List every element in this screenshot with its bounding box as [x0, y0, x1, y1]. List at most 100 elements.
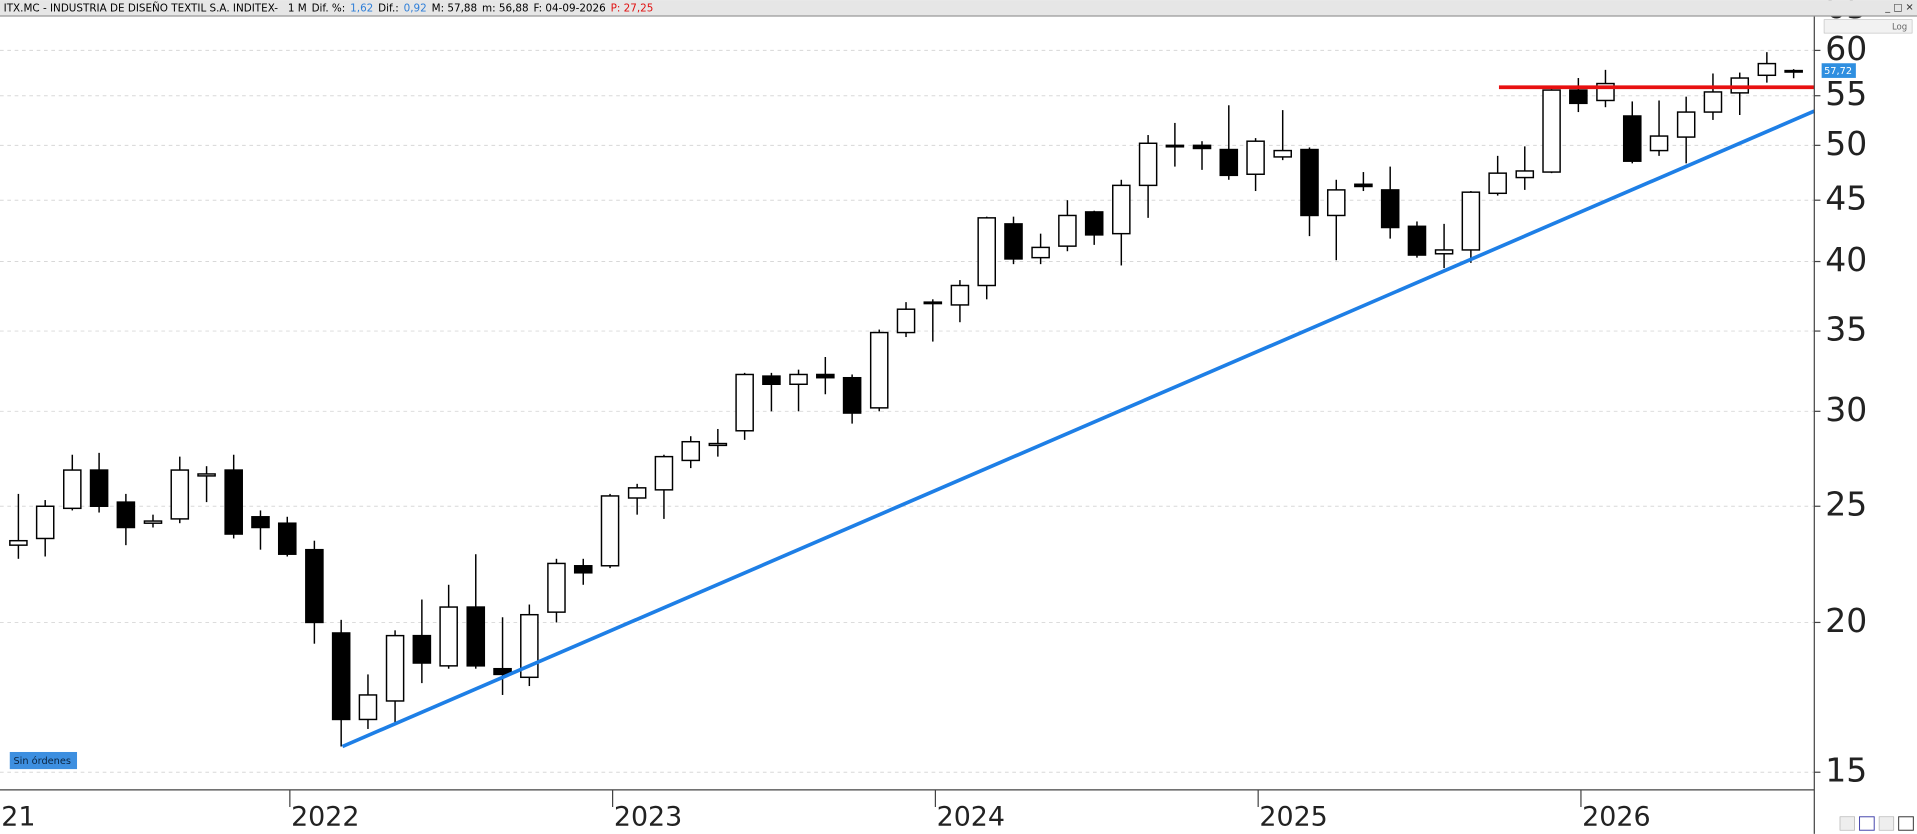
- candle-body: [358, 694, 378, 721]
- candle-body: [1542, 89, 1561, 173]
- candle-body: [63, 469, 82, 510]
- candle-body: [842, 376, 862, 414]
- candle-body: [1569, 89, 1588, 105]
- candle-body: [1757, 62, 1777, 77]
- candle-body: [573, 565, 593, 574]
- candle-body: [35, 505, 55, 540]
- candle-body: [9, 539, 28, 546]
- x-tick-label: 21: [1, 802, 35, 833]
- candle-body: [439, 606, 458, 667]
- header-item: 0,92: [404, 3, 427, 15]
- candle-body: [735, 373, 754, 432]
- window-buttons[interactable]: _ □ ✕: [1884, 2, 1914, 13]
- candle-body: [385, 634, 405, 702]
- trend-line: [341, 109, 1816, 749]
- candle-body: [1192, 144, 1212, 150]
- candle-body: [977, 217, 997, 287]
- header-item: Dif.:: [378, 3, 399, 15]
- candle-body: [789, 373, 808, 386]
- y-tick-label: 40: [1825, 240, 1867, 279]
- candle-body: [224, 469, 243, 535]
- y-tick-label: 60: [1825, 29, 1867, 68]
- candle-body: [1676, 111, 1696, 138]
- x-tick-label: 2026: [1582, 802, 1650, 833]
- candle-body: [466, 606, 486, 667]
- tool-button[interactable]: [1878, 816, 1895, 831]
- badge-bg: [9, 751, 78, 770]
- y-tick-label: 55: [1825, 74, 1867, 113]
- candle-body: [251, 516, 270, 529]
- y-tick-label: 25: [1825, 485, 1867, 524]
- candle-body: [950, 284, 970, 306]
- y-tick-label: 20: [1825, 601, 1867, 640]
- y-tick-label: 15: [1825, 751, 1867, 790]
- candle-body: [654, 455, 674, 491]
- candle-body: [1434, 249, 1454, 255]
- x-tick-label: 2025: [1259, 802, 1327, 833]
- candle-body: [1622, 115, 1642, 162]
- candle-body: [896, 308, 916, 334]
- candle-body: [1031, 246, 1050, 259]
- candle-body: [1004, 223, 1023, 260]
- candle-body: [1084, 211, 1104, 236]
- candle-body: [1488, 172, 1507, 195]
- candle-body: [412, 634, 432, 664]
- badge: Sin órdenes: [13, 755, 71, 767]
- candle-body: [277, 522, 297, 555]
- header-item: 1 M: [288, 3, 307, 15]
- candle-body: [923, 301, 943, 305]
- candle-body: [681, 440, 701, 462]
- candle-body: [1165, 144, 1185, 148]
- header-item: m: 56,88: [482, 3, 529, 15]
- candle-body: [1407, 225, 1427, 256]
- candle-body: [708, 442, 728, 447]
- candle-body: [1703, 91, 1723, 113]
- price-tag-bg: [1821, 63, 1856, 78]
- y-tick-label: 35: [1825, 310, 1867, 349]
- header-item: ITX.MC - INDUSTRIA DE DISEÑO TEXTIL S.A.…: [4, 2, 279, 15]
- candle-body: [116, 501, 136, 529]
- candle-body: [1326, 189, 1346, 217]
- candle-body: [1300, 148, 1319, 217]
- candle-body: [1380, 189, 1400, 229]
- candle-body: [816, 373, 835, 379]
- header-bar: [0, 0, 1917, 16]
- tool-button[interactable]: [1898, 816, 1914, 831]
- header-text: ITX.MC - INDUSTRIA DE DISEÑO TEXTIL S.A.…: [4, 2, 654, 15]
- x-tick-label: 2022: [291, 802, 359, 833]
- candle-body: [869, 331, 889, 409]
- tool-button[interactable]: [1859, 816, 1875, 831]
- header-item: Dif. %:: [312, 3, 346, 15]
- candle-body: [1138, 142, 1158, 187]
- candle-body: [305, 548, 324, 624]
- candle-body: [1058, 214, 1077, 247]
- candle-body: [627, 487, 647, 499]
- candle-body: [1354, 183, 1373, 188]
- candle-body: [1219, 148, 1239, 177]
- y-tick-label: 45: [1825, 179, 1867, 218]
- candle-body: [89, 469, 109, 507]
- log-button[interactable]: Log: [1892, 22, 1907, 32]
- candle-body: [600, 495, 620, 567]
- price-tag: 57,72: [1824, 66, 1852, 77]
- candle-body: [197, 473, 216, 477]
- header-item: M: 57,88: [432, 3, 477, 15]
- candle-body: [520, 613, 539, 679]
- log-button-area: [1823, 19, 1913, 34]
- y-tick-label: 50: [1825, 124, 1867, 163]
- candle-body: [1461, 191, 1481, 251]
- x-tick-label: 2024: [937, 802, 1005, 833]
- header-item: 1,62: [350, 3, 373, 15]
- candle-body: [331, 632, 351, 721]
- candle-body: [762, 375, 781, 386]
- header-item: F: 04-09-2026: [533, 3, 605, 15]
- candle-body: [1273, 149, 1292, 158]
- candle-body: [170, 469, 190, 520]
- tool-button[interactable]: [1839, 816, 1855, 831]
- candle-body: [1246, 140, 1265, 175]
- candle-body: [1112, 184, 1131, 235]
- plot-area: 1520253035404550556065212022202320242025…: [0, 0, 1867, 833]
- candle-body: [1515, 170, 1535, 179]
